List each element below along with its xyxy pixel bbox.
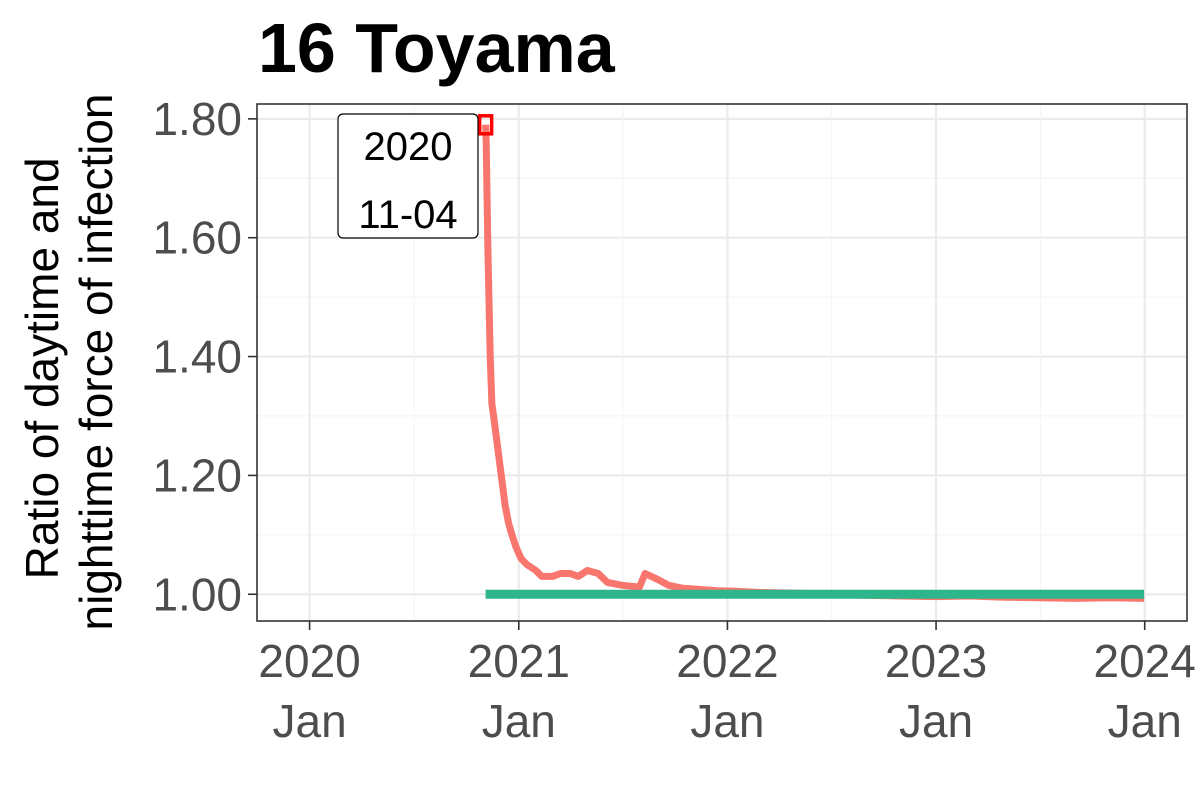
x-tick-label-year: 2020 xyxy=(258,635,360,687)
x-tick-label-year: 2021 xyxy=(468,635,570,687)
x-tick-label-year: 2024 xyxy=(1094,635,1196,687)
x-tick-label-month: Jan xyxy=(1108,695,1182,747)
x-tick-label-year: 2022 xyxy=(676,635,778,687)
plot-border xyxy=(256,103,1188,622)
x-tick-label-month: Jan xyxy=(273,695,347,747)
y-axis-label-line-2: nighttime force of infection xyxy=(70,94,122,631)
x-axis: 2020 Jan 2021 Jan 2022 Jan 2023 Jan 2024 Jan xyxy=(258,621,1196,747)
x-tick-label-month: Jan xyxy=(482,695,556,747)
y-tick-label: 1.00 xyxy=(152,568,242,620)
x-tick-label-month: Jan xyxy=(899,695,973,747)
y-tick-label: 1.60 xyxy=(152,212,242,264)
x-tick-label-month: Jan xyxy=(690,695,764,747)
y-tick-label: 1.20 xyxy=(152,449,242,501)
x-tick-label-year: 2023 xyxy=(885,635,987,687)
annotation-label-line-1: 2020 xyxy=(364,125,453,169)
series-group xyxy=(482,124,1145,602)
annotation-group: 2020 11-04 xyxy=(337,113,494,239)
y-axis-label: Ratio of daytime and nighttime force of … xyxy=(16,94,122,631)
chart-title: 16 Toyama xyxy=(258,9,616,87)
annotation-label-line-2: 11-04 xyxy=(358,193,457,237)
annotation-marker xyxy=(477,114,494,136)
annotation-label-box xyxy=(337,113,479,239)
y-axis-label-line-1: Ratio of daytime and xyxy=(16,157,68,579)
y-axis: 1.00 1.20 1.40 1.60 1.80 xyxy=(152,93,257,620)
y-tick-label: 1.40 xyxy=(152,331,242,383)
y-tick-label: 1.80 xyxy=(152,93,242,145)
